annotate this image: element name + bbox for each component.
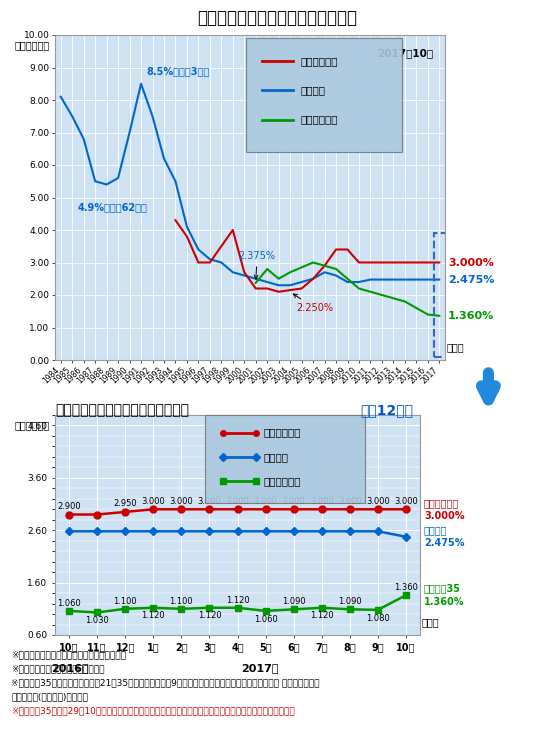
Text: （年）: （年） — [422, 617, 440, 627]
Text: 変動金利: 変動金利 — [263, 452, 288, 462]
Text: 2.375%: 2.375% — [239, 251, 275, 279]
Text: ※住宅金融支援機構公表のデータを元に編集。: ※住宅金融支援機構公表のデータを元に編集。 — [11, 650, 126, 659]
Text: （年）: （年） — [447, 342, 465, 352]
Text: 2017年: 2017年 — [241, 663, 278, 673]
Text: 1.090: 1.090 — [282, 597, 305, 606]
Text: 最も多い(最多金利)を表示。: 最も多い(最多金利)を表示。 — [11, 692, 88, 701]
Text: 3.000: 3.000 — [338, 496, 362, 505]
Bar — [433, 233, 451, 356]
Text: 変動金利
2.475%: 変動金利 2.475% — [424, 525, 465, 548]
Text: 1.120: 1.120 — [198, 611, 221, 620]
Text: 2017年10月: 2017年10月 — [377, 48, 433, 58]
Text: 1.060: 1.060 — [254, 614, 278, 624]
Text: （年率・％）: （年率・％） — [15, 40, 51, 50]
FancyBboxPatch shape — [246, 39, 402, 152]
Text: フラット35
1.360%: フラット35 1.360% — [424, 584, 465, 607]
Text: 2.900: 2.900 — [57, 502, 81, 511]
Text: 1.120: 1.120 — [310, 611, 334, 620]
Text: 3.000: 3.000 — [310, 496, 334, 505]
Text: ※主要都市銀行における金利を掲載。: ※主要都市銀行における金利を掲載。 — [11, 664, 104, 673]
Text: ３年固定金利: ３年固定金利 — [301, 56, 338, 66]
Text: 1.090: 1.090 — [338, 597, 362, 606]
Text: 1.030: 1.030 — [85, 617, 109, 625]
Text: 3.000: 3.000 — [394, 496, 418, 505]
Text: 4.9%（昭和62年）: 4.9%（昭和62年） — [78, 202, 148, 213]
Text: 2.950: 2.950 — [113, 499, 137, 508]
Text: 3.000: 3.000 — [169, 496, 193, 505]
Text: 2.475%: 2.475% — [448, 275, 495, 285]
FancyBboxPatch shape — [205, 415, 365, 503]
Text: ３年固定金利
3.000%: ３年固定金利 3.000% — [424, 498, 465, 521]
Text: 8.5%（平成3年）: 8.5%（平成3年） — [147, 66, 210, 76]
Text: 1.100: 1.100 — [113, 597, 137, 605]
Text: 1.100: 1.100 — [169, 597, 193, 605]
Text: 1.120: 1.120 — [226, 596, 249, 605]
Text: 3.000: 3.000 — [254, 496, 278, 505]
Text: ３年固定金利: ３年固定金利 — [263, 428, 301, 438]
Text: 3.000: 3.000 — [198, 496, 221, 505]
Text: 民間金融機関の住宅ローン金利推移: 民間金融機関の住宅ローン金利推移 — [198, 9, 357, 27]
Text: 3.000: 3.000 — [226, 496, 249, 505]
Text: 3.000: 3.000 — [282, 496, 306, 505]
Text: 民間金融機関の住宅ローン金利推移: 民間金融機関の住宅ローン金利推移 — [56, 403, 189, 417]
Text: 3.000%: 3.000% — [448, 258, 494, 268]
Text: 1.080: 1.080 — [366, 614, 390, 622]
Text: フラット３５: フラット３５ — [301, 115, 338, 124]
Text: 1.060: 1.060 — [57, 599, 81, 608]
Text: 3.000: 3.000 — [142, 496, 165, 505]
Text: 1.360: 1.360 — [394, 583, 418, 592]
Text: 1.360%: 1.360% — [448, 310, 495, 321]
Text: 変動金利: 変動金利 — [301, 85, 326, 96]
Text: （年率・％）: （年率・％） — [15, 420, 51, 430]
Text: 3.000: 3.000 — [366, 496, 390, 505]
Text: フラット３５: フラット３５ — [263, 476, 301, 486]
Text: 1.120: 1.120 — [142, 611, 165, 620]
Text: ※フラット35は平成29年10月以降、制度改正により機構団信付きの住宅ローンとなったためその金利を表示。: ※フラット35は平成29年10月以降、制度改正により機構団信付きの住宅ローンとな… — [11, 706, 295, 715]
Text: ※フラット35の金利は、返済期間21～35年タイプ（融資率9割以下）の金利の内、取り扱い金融機関が 提供する金利で: ※フラット35の金利は、返済期間21～35年タイプ（融資率9割以下）の金利の内、… — [11, 678, 320, 687]
Text: 2.250%: 2.250% — [294, 294, 333, 313]
Text: 2016年: 2016年 — [51, 663, 88, 673]
Text: 最近12ヶ月: 最近12ヶ月 — [361, 403, 413, 417]
